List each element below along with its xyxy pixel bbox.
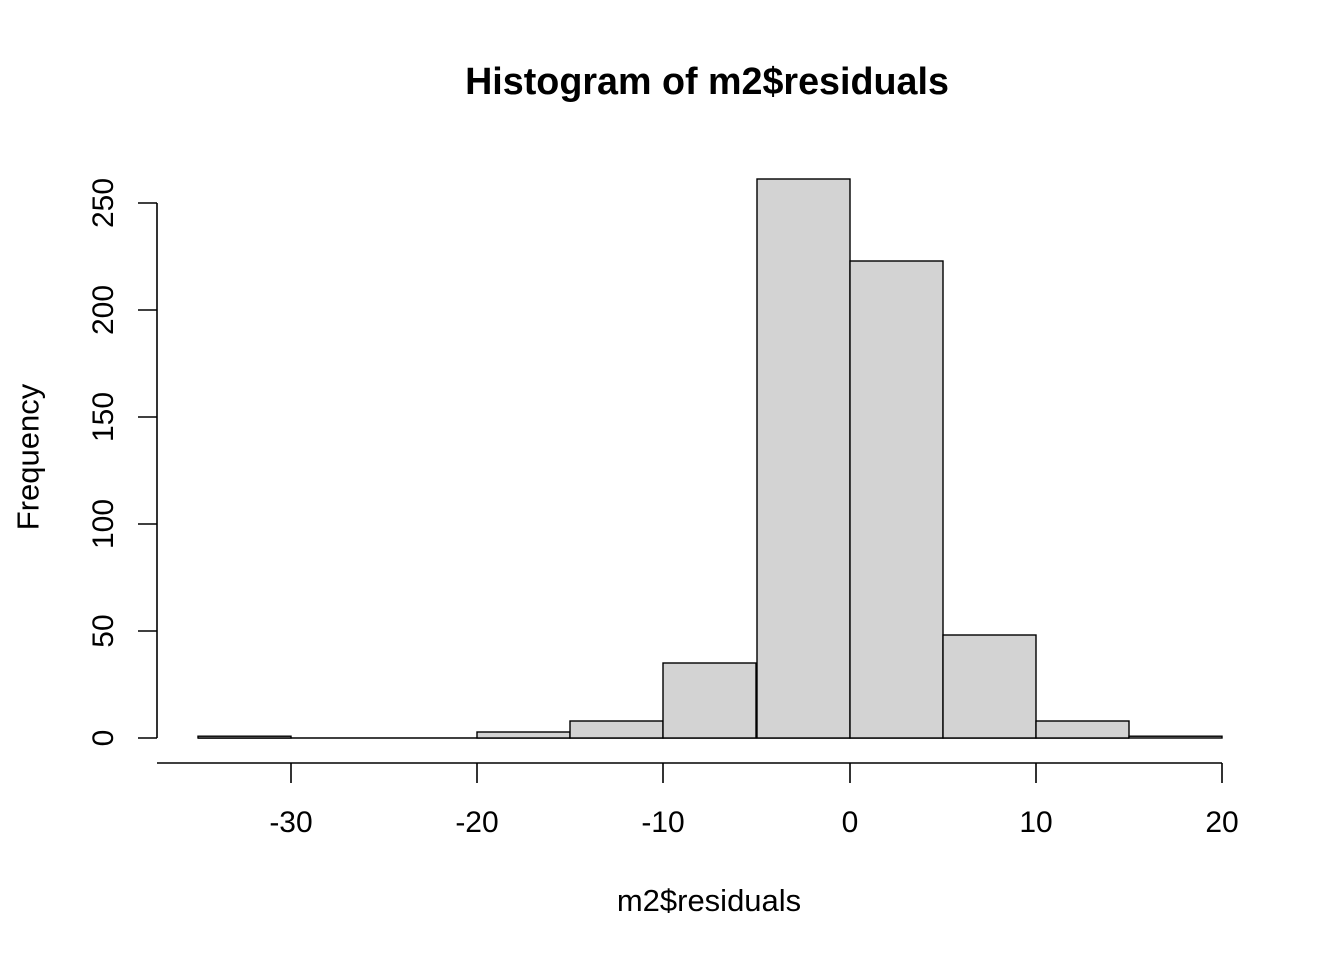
svg-text:20: 20 [1205,806,1238,839]
svg-text:200: 200 [87,285,120,335]
svg-text:50: 50 [87,614,120,647]
svg-text:10: 10 [1019,806,1052,839]
svg-text:Histogram of m2$residuals: Histogram of m2$residuals [465,60,949,102]
svg-text:0: 0 [87,730,120,747]
svg-text:250: 250 [87,178,120,228]
svg-text:-30: -30 [269,806,312,839]
svg-text:-10: -10 [641,806,684,839]
svg-text:Frequency: Frequency [11,383,46,530]
svg-text:150: 150 [87,392,120,442]
svg-text:-20: -20 [455,806,498,839]
svg-text:100: 100 [87,499,120,549]
svg-text:0: 0 [842,806,859,839]
svg-text:m2$residuals: m2$residuals [617,883,801,918]
